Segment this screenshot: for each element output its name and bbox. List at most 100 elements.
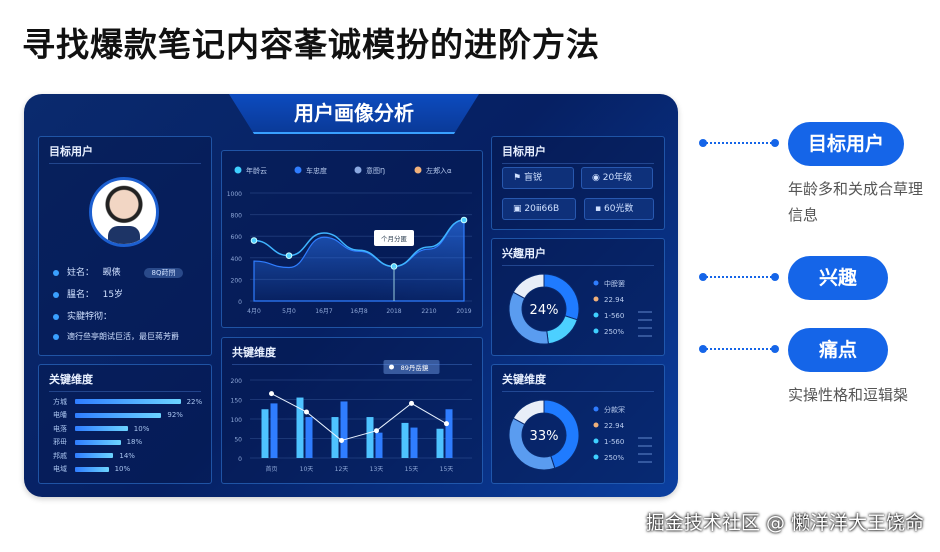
dimension-bars: 方城 22% 电皤 92% 电落 10% 邪毌 18% 邦戚 14% 电域 10%	[53, 395, 213, 476]
legend-marker	[234, 166, 242, 174]
trend-point	[269, 391, 274, 397]
watermark: 掘金技术社区 @ 懒洋洋大王饶命	[645, 512, 924, 534]
bar	[331, 417, 339, 458]
row-label: 邪毌	[53, 438, 67, 447]
trend-point	[444, 421, 449, 427]
legend-label: 中膀罢	[604, 279, 625, 288]
row-label: 方城	[53, 397, 67, 406]
dashboard: 用户画像分析 目标用户 妵名： 觋俵 8Q莳閅 膃名： 15岁 实腱牸彻： 適行…	[24, 94, 678, 497]
x-tick-label: 5月0	[282, 308, 296, 315]
dimension-row: 电皤 92%	[53, 409, 213, 423]
bar	[296, 397, 304, 458]
dimension-row: 方城 22%	[53, 395, 213, 409]
legend-marker	[593, 422, 599, 428]
legend-marker	[593, 328, 599, 334]
panel-heading: 目标用户	[502, 143, 654, 164]
x-tick-label: 2210	[421, 308, 436, 315]
tooltip-text: 89丹岳鏡	[401, 363, 429, 372]
dimension-row: 邪毌 18%	[53, 436, 213, 450]
x-tick-label: 10天	[300, 466, 314, 473]
tooltip-text: 个月分匿	[381, 234, 408, 243]
tag-chip[interactable]: ◉ 20年级	[581, 167, 653, 189]
key-dimensions-left-panel: 关键维度 方城 22% 电皤 92% 电落 10% 邪毌 18% 邦戚 14% 电域 10%	[38, 364, 212, 484]
x-tick-label: 2019	[456, 308, 471, 315]
legend-line	[638, 461, 652, 463]
y-tick-label: 0	[238, 456, 242, 463]
y-tick-label: 400	[231, 256, 243, 263]
dimension-row: 电域 10%	[53, 463, 213, 477]
avatar	[89, 177, 159, 247]
bar	[401, 422, 409, 458]
row-value: 14%	[119, 451, 135, 460]
connector	[699, 273, 779, 281]
legend-label: 250%	[604, 454, 624, 462]
legend-label: 年龄云	[246, 166, 267, 175]
field-label: 適行亝亭朗试巨活，最巨蒋芳爵	[67, 332, 179, 341]
connector	[699, 139, 779, 147]
legend-marker	[354, 166, 362, 174]
profile-fields: 妵名： 觋俵 8Q莳閅 膃名： 15岁 实腱牸彻： 適行亝亭朗试巨活，最巨蒋芳爵	[53, 265, 213, 353]
row-label: 电落	[53, 424, 67, 433]
dashboard-header: 用户画像分析	[229, 94, 479, 134]
legend-label: 意图Ŋ	[366, 166, 385, 175]
legend-label: 1-560	[604, 312, 624, 320]
x-tick-label: 15天	[440, 466, 454, 473]
line-chart-panel: 年龄云 车忠度 意图Ŋ 左郏入α 0 200 400 600 800 1000 4月0 5月0 16月7…	[221, 150, 483, 328]
legend-label: 车忠度	[306, 166, 327, 175]
panel-heading: 目标用户	[49, 143, 201, 164]
panel-heading: 共键维度	[232, 344, 472, 365]
tag-chip[interactable]: ▪ 60光数	[584, 198, 654, 220]
donut-segment	[512, 273, 545, 300]
x-tick-label: 15天	[405, 466, 419, 473]
x-tick-label: 16月8	[350, 308, 368, 315]
chip-label: 盲锐	[523, 173, 542, 183]
legend-marker	[593, 438, 599, 444]
page-title: 寻找爆款笔记内容莑诚模扮的进阶方法	[22, 25, 600, 64]
bar	[305, 417, 313, 458]
tag-chip[interactable]: ⚑ 盲锐	[502, 167, 574, 189]
profile-panel: 目标用户 妵名： 觋俵 8Q莳閅 膃名： 15岁 实腱牸彻： 適行亝亭朗试巨活，…	[38, 136, 212, 356]
legend-marker	[593, 280, 599, 286]
donut-segment	[508, 417, 556, 471]
bar-chart-panel: 共键维度 0 50 100 150 200 首页 10天 12天 13天 15天 15天 89丹岳鏡	[221, 337, 483, 484]
row-value: 18%	[126, 438, 143, 447]
callout-interest[interactable]: 兴趣	[788, 256, 888, 300]
row-bar	[75, 426, 128, 432]
tooltip-box	[383, 360, 440, 374]
panel-heading: 关键维度	[49, 371, 201, 392]
legend-marker	[294, 166, 302, 174]
donut-segment	[508, 291, 549, 345]
y-tick-label: 50	[234, 437, 242, 444]
callout-target-user[interactable]: 目标用户	[788, 122, 904, 166]
field-label: 实腱牸彻：	[67, 312, 113, 322]
bar	[375, 432, 383, 458]
trend-line	[271, 393, 447, 442]
legend-line	[638, 327, 652, 329]
y-tick-label: 0	[238, 299, 242, 306]
legend-marker	[414, 166, 422, 174]
legend-line	[638, 445, 652, 447]
legend-line	[638, 311, 652, 313]
tag-chip[interactable]: ▣ 20ⅲ66B	[502, 198, 576, 220]
callout-desc: 实操性格和逗辑椝	[788, 386, 909, 404]
row-value: 22%	[186, 397, 203, 406]
donut-segment	[546, 315, 578, 345]
legend-marker	[593, 312, 599, 318]
panel-heading: 关键维度	[502, 371, 654, 392]
y-tick-label: 200	[231, 378, 243, 385]
bar	[436, 428, 444, 458]
legend-label: 左郏入α	[426, 166, 452, 175]
row-label: 电皤	[53, 411, 67, 420]
interest-panel: 兴趣用户 24% 中膀罢 22.94 1-560 250%	[491, 238, 665, 356]
bar	[270, 403, 278, 458]
row-label: 邦戚	[53, 451, 67, 460]
x-tick-label: 首页	[265, 465, 277, 473]
legend-line	[638, 319, 652, 321]
chip-label: 60光数	[603, 204, 634, 214]
callout-pain-point[interactable]: 痛点	[788, 328, 888, 372]
area-series	[253, 219, 465, 302]
legend-marker	[593, 296, 599, 302]
x-tick-label: 16月7	[315, 308, 333, 315]
row-bar	[75, 439, 121, 445]
trend-point	[304, 409, 309, 415]
